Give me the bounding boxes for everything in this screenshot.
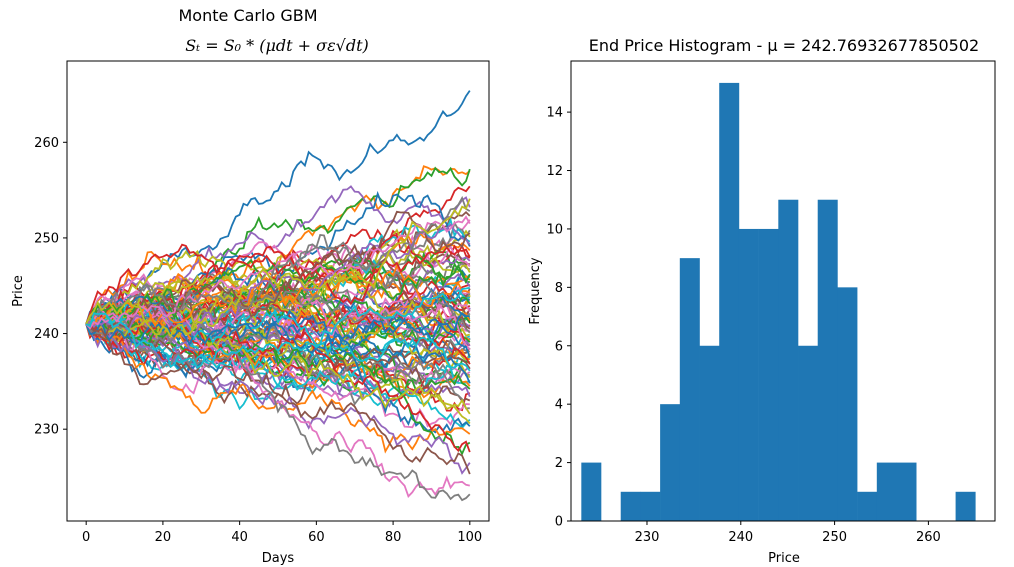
histogram-bars — [581, 82, 976, 522]
y-tick-label: 240 — [34, 327, 59, 342]
histogram-bar — [896, 462, 917, 521]
left-x-axis-label: Days — [262, 551, 295, 566]
x-tick-label: 250 — [822, 530, 847, 545]
x-tick-label: 230 — [635, 530, 660, 545]
y-tick-label: 6 — [555, 339, 563, 354]
y-tick-label: 250 — [34, 231, 59, 246]
histogram-bar — [679, 258, 700, 521]
right-plot-frame — [570, 60, 996, 522]
path-line — [85, 323, 471, 475]
path-line — [85, 319, 471, 425]
path-line — [85, 258, 471, 325]
histogram-bar — [738, 228, 759, 521]
histogram-bar — [719, 82, 740, 522]
y-tick-label: 260 — [34, 136, 59, 151]
x-tick-label: 260 — [916, 530, 941, 545]
path-line — [85, 210, 471, 339]
path-line — [85, 90, 471, 325]
end-price-histogram: End Price Histogram - μ = 242.7693267785… — [528, 36, 996, 566]
y-tick-label: 14 — [546, 106, 563, 121]
histogram-bar — [955, 491, 976, 521]
path-line — [85, 312, 470, 354]
right-y-ticks: 0 2 4 6 8 10 12 14 — [546, 106, 571, 530]
histogram-bar — [581, 462, 602, 521]
path-line — [85, 286, 470, 369]
left-x-ticks: 0 20 40 60 80 100 — [82, 521, 482, 545]
y-tick-label: 0 — [555, 515, 563, 530]
histogram-bar — [817, 199, 838, 522]
histogram-bar — [778, 199, 799, 522]
x-tick-label: 20 — [155, 530, 172, 545]
suptitle: Monte Carlo GBM — [179, 6, 318, 25]
y-tick-label: 8 — [555, 281, 563, 296]
histogram-bar — [660, 404, 681, 521]
gbm-paths-chart: Monte Carlo GBM Sₜ = S₀ * (μdt + σε√dt) … — [11, 6, 490, 566]
histogram-bar — [876, 462, 897, 521]
path-line — [85, 198, 471, 339]
histogram-bar — [837, 287, 858, 521]
histogram-title: End Price Histogram - μ = 242.7693267785… — [589, 36, 979, 55]
x-tick-label: 80 — [385, 530, 402, 545]
histogram-bar — [640, 491, 661, 521]
path-lines — [85, 90, 471, 502]
y-tick-label: 4 — [555, 398, 563, 413]
x-tick-label: 0 — [82, 530, 90, 545]
y-tick-label: 12 — [546, 164, 563, 179]
x-tick-label: 100 — [457, 530, 482, 545]
left-y-axis-label: Price — [11, 275, 26, 307]
path-line — [85, 223, 471, 337]
y-tick-label: 10 — [546, 222, 563, 237]
left-y-ticks: 230 240 250 260 — [34, 136, 67, 438]
histogram-bar — [620, 491, 641, 521]
path-line — [86, 300, 471, 377]
right-x-axis-label: Price — [768, 551, 800, 566]
path-line — [85, 312, 471, 456]
path-line — [85, 195, 471, 325]
left-plot-frame — [66, 60, 490, 522]
path-line — [85, 243, 471, 325]
y-tick-label: 230 — [34, 423, 59, 438]
x-tick-label: 240 — [728, 530, 753, 545]
y-tick-label: 2 — [555, 456, 563, 471]
x-tick-label: 40 — [231, 530, 248, 545]
histogram-bar — [699, 345, 720, 521]
path-line — [85, 215, 471, 330]
histogram-bar — [798, 345, 819, 521]
path-line — [85, 319, 471, 502]
right-y-axis-label: Frequency — [528, 257, 543, 324]
path-line — [85, 323, 471, 475]
histogram-bar — [857, 491, 878, 521]
right-x-ticks: 230 240 250 260 — [635, 521, 941, 545]
formula-title: Sₜ = S₀ * (μdt + σε√dt) — [185, 36, 369, 55]
path-line — [86, 299, 471, 372]
x-tick-label: 60 — [308, 530, 325, 545]
histogram-bar — [758, 228, 779, 521]
